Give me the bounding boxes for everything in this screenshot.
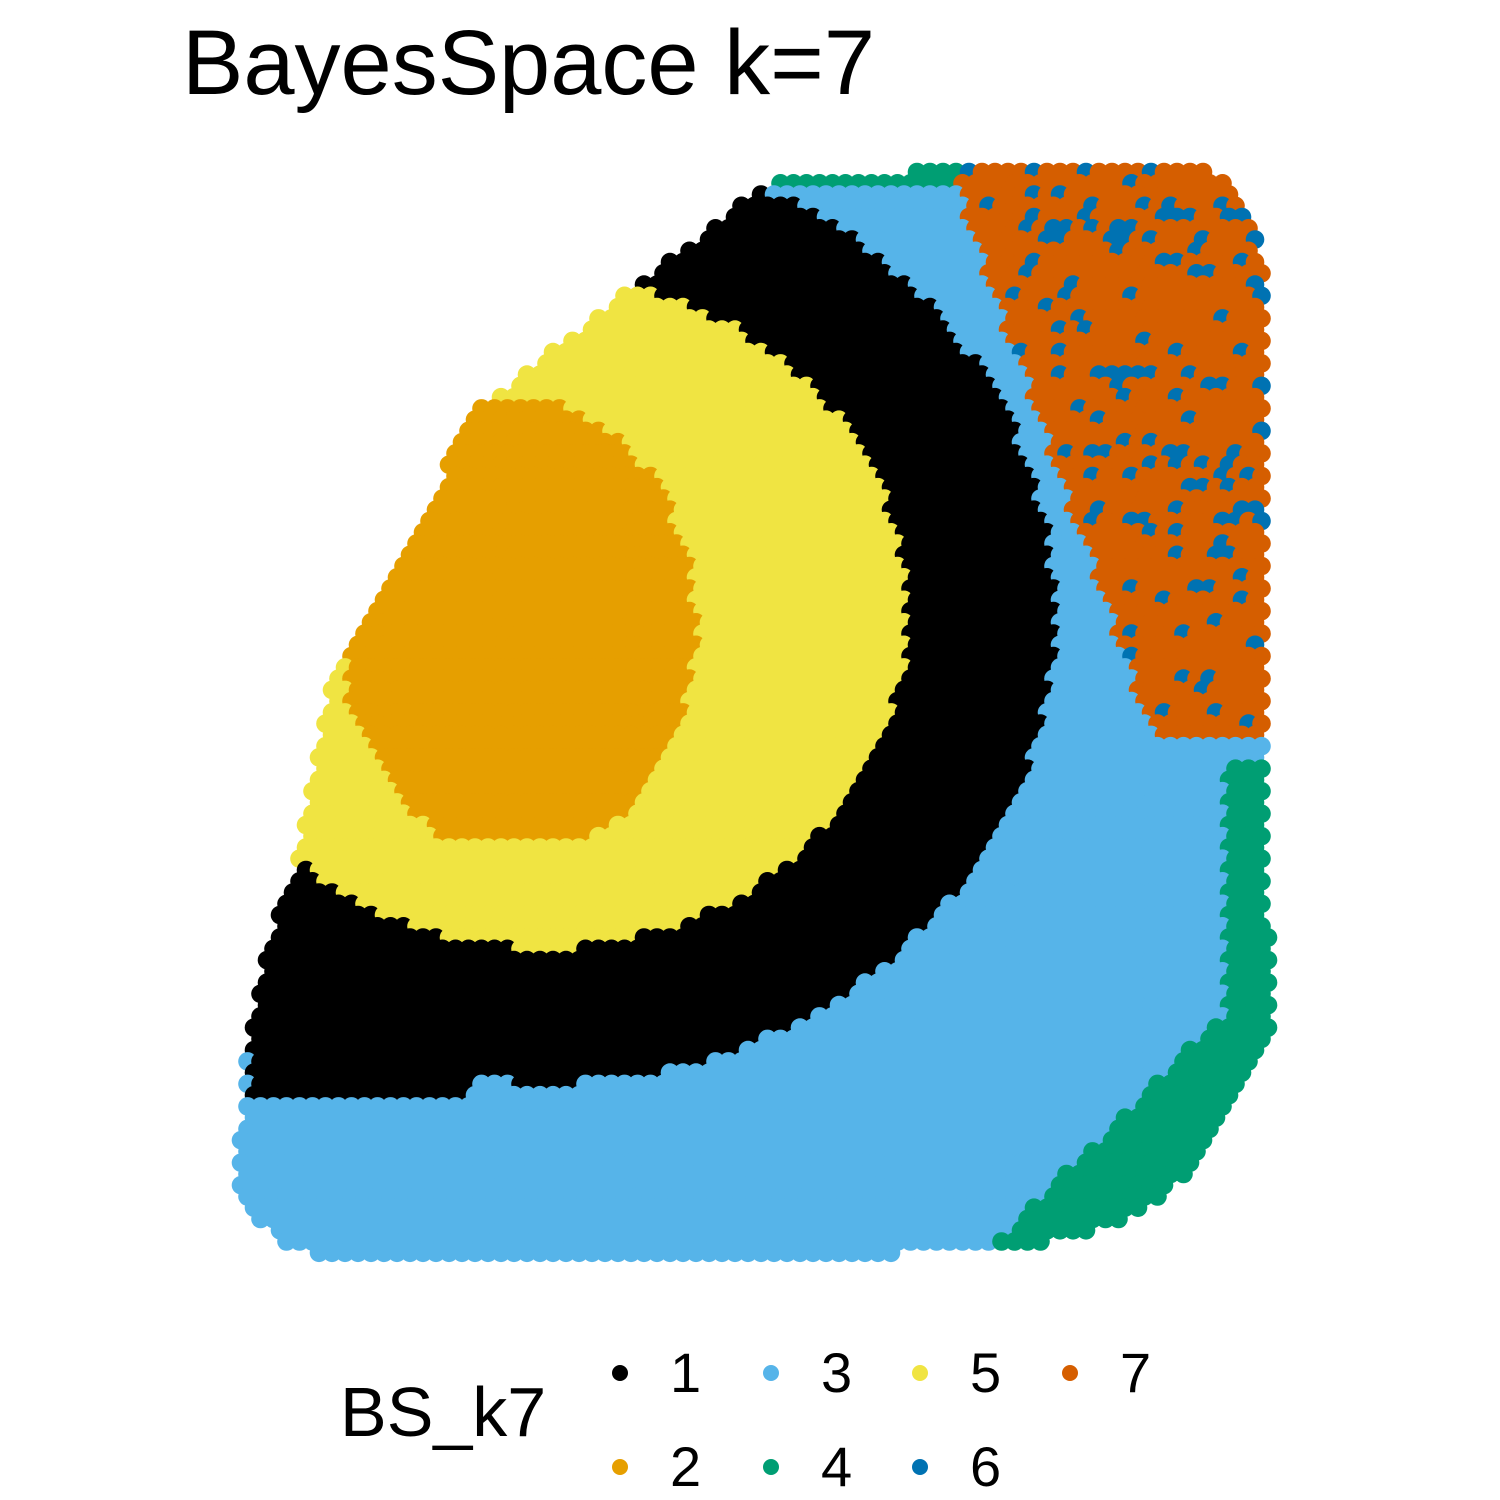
chart-title: BayesSpace k=7 — [182, 12, 876, 114]
spot-layer — [231, 162, 1278, 1263]
